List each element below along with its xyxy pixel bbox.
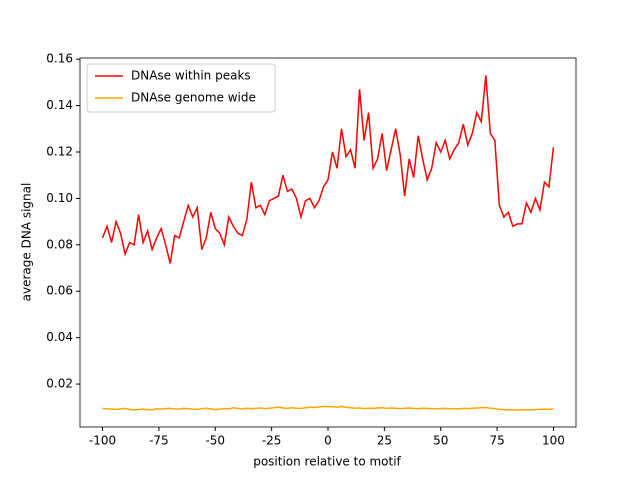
- y-tick-label: 0.06: [46, 284, 73, 298]
- x-tick-label: 0: [324, 434, 332, 448]
- y-tick-label: 0.16: [46, 52, 73, 66]
- y-tick-label: 0.14: [46, 98, 73, 112]
- x-tick-label: 50: [433, 434, 448, 448]
- plot-frame: [79, 57, 577, 428]
- x-axis-label: position relative to motif: [253, 455, 401, 469]
- x-tick-label: -75: [149, 434, 169, 448]
- x-tick-label: 25: [377, 434, 392, 448]
- legend-label: DNAse genome wide: [131, 91, 256, 105]
- x-tick-label: 100: [542, 434, 565, 448]
- y-tick-label: 0.12: [46, 144, 73, 158]
- legend-label: DNAse within peaks: [131, 69, 251, 83]
- y-axis-label: average DNA signal: [20, 183, 34, 302]
- y-tick-label: 0.10: [46, 191, 73, 205]
- x-tick-label: -100: [89, 434, 116, 448]
- series-line: [102, 405, 554, 411]
- x-tick-label: -25: [262, 434, 282, 448]
- y-tick-label: 0.02: [46, 377, 73, 391]
- x-tick-label: -50: [205, 434, 225, 448]
- y-tick-label: 0.04: [46, 330, 73, 344]
- legend-box: [86, 63, 276, 113]
- x-tick-label: 75: [489, 434, 504, 448]
- y-tick-label: 0.08: [46, 237, 73, 251]
- series-line: [101, 75, 555, 264]
